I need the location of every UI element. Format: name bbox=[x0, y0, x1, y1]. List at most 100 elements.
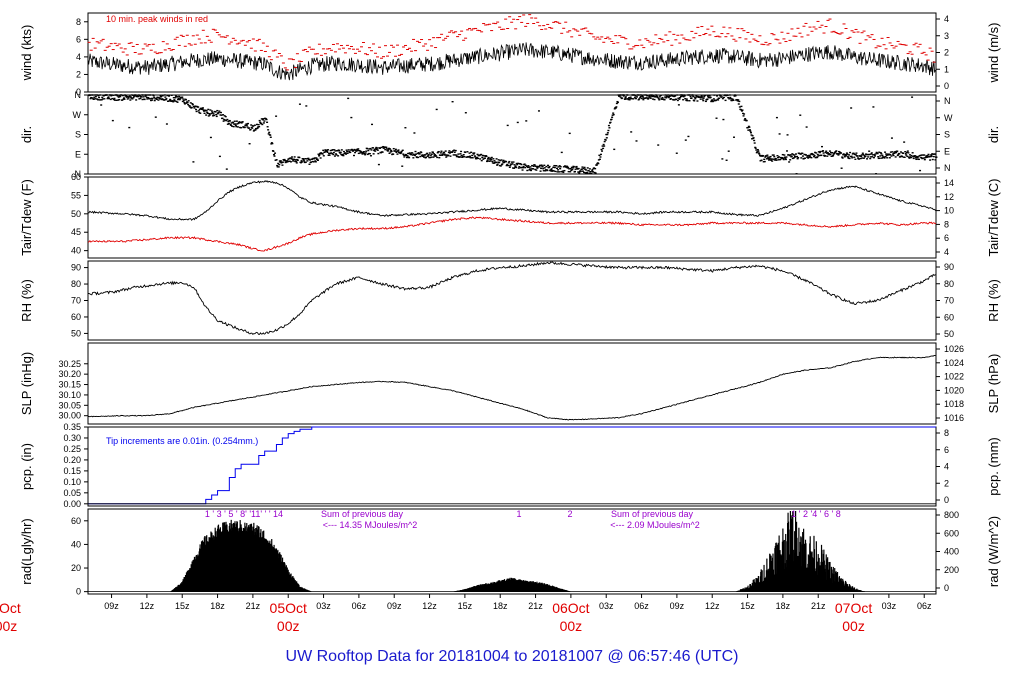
wind-ytick-right-label: 0 bbox=[944, 81, 949, 91]
slp-ytick-right-label: 1016 bbox=[944, 413, 964, 423]
rad-ytick-label: 0 bbox=[76, 587, 81, 597]
pcp-ytick-label: 0.30 bbox=[63, 433, 81, 443]
rh-series-line bbox=[88, 261, 937, 336]
x-day-time-label: 00z bbox=[277, 618, 300, 634]
wind-ytick-label: 0 bbox=[76, 87, 81, 97]
x-tick-label: 09z bbox=[104, 601, 119, 611]
temp-ytick-label: 50 bbox=[71, 209, 81, 219]
x-tick-label: 18z bbox=[210, 601, 225, 611]
rad-annotation: 1 ' 2 '4 ' 6 ' 8 bbox=[791, 509, 840, 519]
rad-ytick-label: 20 bbox=[71, 563, 81, 573]
wind-peak-series bbox=[87, 14, 936, 71]
temp-ylabel: Tair/Tdew (F) bbox=[19, 179, 34, 256]
wind-ytick-right-label: 1 bbox=[944, 64, 949, 74]
x-day-time-label: 00z bbox=[560, 618, 583, 634]
pcp-ytick-right-label: 8 bbox=[944, 428, 949, 438]
wind-annotation: 10 min. peak winds in red bbox=[106, 14, 208, 24]
x-tick-label: 06z bbox=[352, 601, 367, 611]
rad-ytick-right-label: 200 bbox=[944, 565, 959, 575]
rad-annotation: Sum of previous day bbox=[321, 509, 404, 519]
temp-ytick-right-label: 8 bbox=[944, 219, 949, 229]
pcp-ytick-right-label: 6 bbox=[944, 445, 949, 455]
x-tick-label: 09z bbox=[387, 601, 402, 611]
x-tick-label: 21z bbox=[811, 601, 826, 611]
rad-annotation: Sum of previous day bbox=[611, 509, 694, 519]
temp-ytick-right-label: 6 bbox=[944, 233, 949, 243]
x-tick-label: 06z bbox=[634, 601, 649, 611]
pcp-ytick-right-label: 4 bbox=[944, 462, 949, 472]
x-tick-label: 18z bbox=[776, 601, 791, 611]
slp-ytick-label: 30.10 bbox=[58, 390, 81, 400]
slp-panel-frame bbox=[87, 342, 937, 425]
slp-ytick-label: 30.15 bbox=[58, 380, 81, 390]
temp-ytick-label: 40 bbox=[71, 246, 81, 256]
slp-ytick-label: 30.20 bbox=[58, 369, 81, 379]
pcp-ytick-label: 0.15 bbox=[63, 466, 81, 476]
x-tick-label: 18z bbox=[493, 601, 508, 611]
rh-ytick-label: 70 bbox=[71, 296, 81, 306]
wind-ytick-right-label: 2 bbox=[944, 48, 949, 58]
rad-ytick-right-label: 0 bbox=[944, 583, 949, 593]
slp-ytick-right-label: 1026 bbox=[944, 344, 964, 354]
dir-ytick-right-label: N bbox=[944, 96, 951, 106]
dir-ylabel-right: dir. bbox=[986, 126, 1001, 143]
rh-panel-frame bbox=[87, 260, 937, 341]
x-left-day-label: 4Oct bbox=[0, 600, 21, 616]
rh-ytick-right-label: 50 bbox=[944, 329, 954, 339]
slp-ytick-right-label: 1022 bbox=[944, 372, 964, 382]
x-day-label: 06Oct bbox=[552, 600, 589, 616]
pcp-ytick-right-label: 2 bbox=[944, 478, 949, 488]
rad-ytick-label: 40 bbox=[71, 539, 81, 549]
x-tick-label: 12z bbox=[422, 601, 437, 611]
temp-ytick-right-label: 12 bbox=[944, 192, 954, 202]
slp-ytick-label: 30.25 bbox=[58, 359, 81, 369]
rad-annotation: <--- 14.35 MJoules/m^2 bbox=[323, 520, 418, 530]
rad-annotation: 1 bbox=[516, 509, 521, 519]
tair-series-line bbox=[87, 180, 937, 221]
x-tick-label: 15z bbox=[175, 601, 190, 611]
slp-ylabel-right: SLP (hPa) bbox=[986, 354, 1001, 414]
dir-ytick-right-label: S bbox=[944, 130, 950, 140]
rad-annotation: 1 ' 3 ' 5 ' 8' '11' ' ' 14 bbox=[205, 509, 283, 519]
dir-ytick-right-label: W bbox=[944, 113, 953, 123]
wind-ytick-label: 8 bbox=[76, 17, 81, 27]
rh-ytick-label: 60 bbox=[71, 312, 81, 322]
rh-ytick-right-label: 60 bbox=[944, 312, 954, 322]
wind-ylabel-right: wind (m/s) bbox=[986, 23, 1001, 84]
slp-ytick-right-label: 1020 bbox=[944, 385, 964, 395]
temp-ytick-label: 60 bbox=[71, 172, 81, 182]
wind-ytick-label: 6 bbox=[76, 34, 81, 44]
wind-ytick-right-label: 3 bbox=[944, 31, 949, 41]
wind-ytick-right-label: 4 bbox=[944, 14, 949, 24]
slp-ytick-right-label: 1018 bbox=[944, 399, 964, 409]
pcp-ytick-right-label: 0 bbox=[944, 495, 949, 505]
dir-ytick-label: E bbox=[75, 149, 81, 159]
x-left-time-label: 00z bbox=[0, 618, 17, 634]
temp-ytick-right-label: 14 bbox=[944, 178, 954, 188]
x-day-label: 05Oct bbox=[270, 600, 307, 616]
rad-annotation: <--- 2.09 MJoules/m^2 bbox=[610, 520, 700, 530]
x-tick-label: 03z bbox=[599, 601, 614, 611]
dir-ytick-label: N bbox=[75, 169, 82, 179]
dir-series bbox=[88, 94, 938, 175]
rad-ytick-right-label: 600 bbox=[944, 528, 959, 538]
x-tick-label: 03z bbox=[882, 601, 897, 611]
rh-ytick-right-label: 70 bbox=[944, 296, 954, 306]
rh-ylabel-right: RH (%) bbox=[986, 279, 1001, 322]
slp-ytick-label: 30.05 bbox=[58, 400, 81, 410]
wind-series-line bbox=[87, 42, 936, 81]
temp-ytick-label: 55 bbox=[71, 190, 81, 200]
rh-ytick-right-label: 90 bbox=[944, 262, 954, 272]
slp-ytick-label: 30.00 bbox=[58, 411, 81, 421]
x-tick-label: 12z bbox=[140, 601, 155, 611]
dir-ytick-label: N bbox=[75, 90, 82, 100]
rad-ytick-right-label: 400 bbox=[944, 547, 959, 557]
dir-ytick-label: S bbox=[75, 130, 81, 140]
wind-ytick-label: 2 bbox=[76, 69, 81, 79]
pcp-ytick-label: 0.35 bbox=[63, 422, 81, 432]
pcp-annotation: Tip increments are 0.01in. (0.254mm.) bbox=[106, 436, 258, 446]
pcp-series-line bbox=[88, 426, 936, 505]
slp-ytick-right-label: 1024 bbox=[944, 358, 964, 368]
pcp-ytick-label: 0.10 bbox=[63, 477, 81, 487]
